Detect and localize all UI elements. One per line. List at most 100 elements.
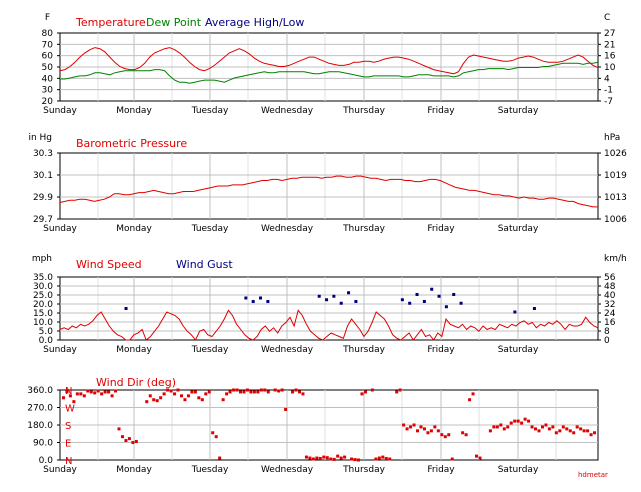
wind-point [532, 307, 536, 310]
winddir-point [204, 392, 208, 396]
winddir-point [416, 429, 420, 433]
winddir-day-label: Sunday [43, 465, 77, 475]
wind-point [339, 301, 343, 305]
winddir-point [447, 433, 451, 437]
winddir-point [436, 429, 440, 433]
winddir-point [506, 425, 510, 429]
temp-left-tick-label: 50 [42, 63, 54, 73]
winddir-point [297, 390, 301, 394]
compass-label: W [65, 404, 75, 415]
temp-right-tick-label: -7 [604, 97, 613, 107]
winddir-point [433, 425, 437, 429]
compass-label: E [65, 439, 71, 450]
winddir-point [398, 388, 402, 392]
winddir-point [134, 440, 138, 444]
winddir-point [332, 457, 336, 461]
wind-point [430, 287, 434, 291]
winddir-point [572, 431, 576, 435]
winddir-point [221, 398, 225, 402]
winddir-point [110, 394, 114, 398]
wind-left-tick-label: 15.0 [33, 309, 53, 319]
wind-point [459, 301, 463, 305]
winddir-point [75, 392, 79, 396]
wind-left-tick-label: 10.0 [33, 318, 53, 328]
temp-left-tick-label: 60 [42, 52, 54, 62]
wind-left-tick-label: 5.0 [39, 327, 54, 337]
temp-right-tick-label: 4 [604, 74, 610, 84]
wind-left-tick-label: 25.0 [33, 291, 53, 301]
winddir-point [468, 398, 472, 402]
winddir-point [179, 394, 183, 398]
winddir-point [516, 419, 520, 423]
temp-right-tick-label: -1 [604, 86, 613, 96]
wind-left-tick-label: 30.0 [33, 282, 53, 292]
winddir-point [586, 429, 590, 433]
compass-label: S [65, 421, 71, 432]
winddir-point [360, 392, 364, 396]
temp-day-label: Wednesday [261, 106, 314, 116]
winddir-point [488, 429, 492, 433]
winddir-point [238, 390, 242, 394]
winddir-point [117, 427, 121, 431]
wind-right-tick-label: 40 [604, 291, 616, 301]
winddir-point [200, 398, 204, 402]
winddir-point [249, 390, 253, 394]
winddir-point [65, 390, 69, 394]
winddir-point [124, 439, 128, 443]
compass-label: N [65, 386, 72, 397]
temp-day-label: Thursday [342, 106, 386, 116]
winddir-point [336, 454, 340, 458]
wind-right-unit: km/h [604, 254, 627, 264]
wind-left-tick-label: 20.0 [33, 300, 53, 310]
temp-day-label: Saturday [498, 106, 539, 116]
winddir-point [242, 390, 246, 394]
winddir-point [582, 429, 586, 433]
wind-day-label: Saturday [498, 345, 539, 355]
winddir-point [509, 421, 513, 425]
winddir-point [478, 456, 482, 460]
temp-left-tick-label: 70 [42, 40, 54, 50]
winddir-point [169, 389, 173, 393]
pressure-left-tick-label: 30.3 [33, 149, 53, 159]
winddir-point [540, 425, 544, 429]
winddir-point [523, 417, 527, 421]
winddir-point [412, 423, 416, 427]
winddir-left-tick-label: 360.0 [27, 386, 53, 396]
wind-right-tick-label: 24 [604, 309, 616, 319]
winddir-point [277, 389, 281, 393]
wind-left-tick-label: 0.0 [39, 336, 54, 346]
winddir-point [422, 427, 426, 431]
winddir-point [363, 390, 367, 394]
winddir-point [232, 388, 236, 392]
wind-series-wind-speed [59, 309, 599, 341]
wind-point [400, 298, 404, 302]
winddir-point [61, 396, 65, 400]
winddir-point [127, 437, 131, 441]
winddir-point [291, 390, 295, 394]
winddir-point [409, 425, 413, 429]
winddir-point [343, 455, 347, 459]
winddir-point [235, 388, 239, 392]
wind-point [266, 300, 270, 303]
winddir-point [176, 388, 180, 392]
winddir-point [82, 394, 86, 398]
winddir-point [103, 390, 107, 394]
winddir-point [68, 394, 72, 398]
temp-right-unit: C [604, 13, 610, 23]
winddir-point [530, 425, 534, 429]
winddir-point [443, 435, 447, 439]
winddir-point [225, 392, 229, 396]
winddir-day-label: Tuesday [191, 465, 229, 475]
winddir-point [440, 433, 444, 437]
wind-left-unit: mph [32, 254, 52, 264]
wind-point [354, 300, 358, 303]
winddir-point [450, 457, 454, 461]
winddir-point [589, 433, 593, 437]
winddir-point [357, 458, 361, 462]
winddir-point [558, 429, 562, 433]
wind-point [422, 300, 426, 303]
winddir-day-label: Friday [427, 465, 455, 475]
temp-right-tick-label: 27 [604, 29, 615, 39]
winddir-point [114, 389, 118, 393]
winddir-point [294, 388, 298, 392]
